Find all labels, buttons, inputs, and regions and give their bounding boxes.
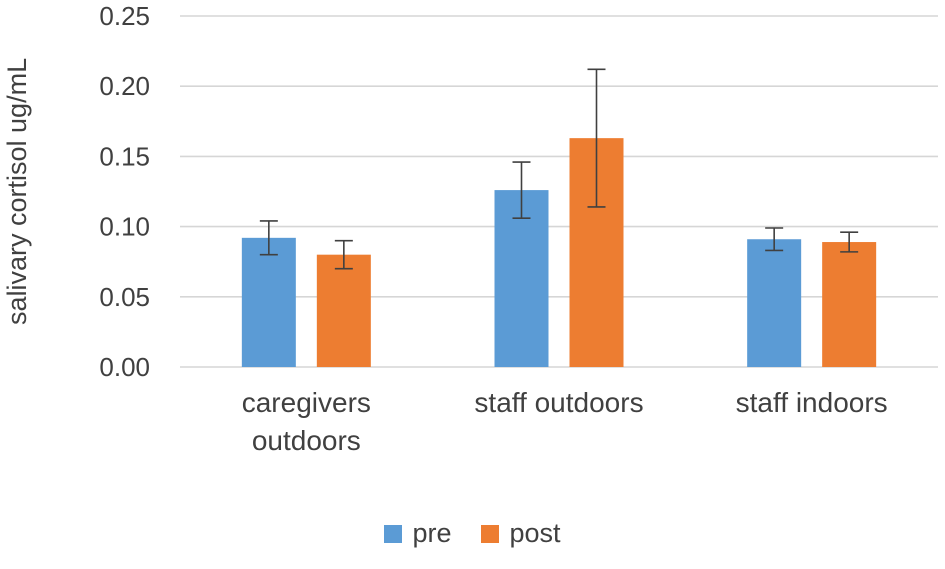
y-tick-label: 0.10 [99, 212, 150, 242]
y-tick-label: 0.15 [99, 141, 150, 171]
legend-item-pre: pre [384, 518, 451, 549]
legend-swatch-post [481, 524, 500, 543]
bar-post [822, 242, 877, 367]
bar-post [316, 254, 371, 367]
legend-label-post: post [509, 518, 561, 548]
y-axis-label: salivary cortisol ug/mL [2, 57, 32, 325]
bar-pre [747, 239, 802, 367]
x-category-label: staff indoors [736, 387, 888, 418]
bar-pre [241, 237, 296, 367]
legend-label-pre: pre [412, 518, 452, 548]
bar-pre [494, 190, 549, 367]
legend-item-post: post [481, 518, 561, 549]
y-tick-label: 0.25 [99, 1, 150, 31]
y-tick-label: 0.00 [99, 352, 150, 382]
y-tick-label: 0.05 [99, 282, 150, 312]
legend-swatch-pre [384, 524, 403, 543]
x-category-label: staff outdoors [474, 387, 643, 418]
y-tick-label: 0.20 [99, 71, 150, 101]
legend: pre post [0, 518, 945, 549]
x-category-label: caregivers outdoors [242, 387, 371, 456]
